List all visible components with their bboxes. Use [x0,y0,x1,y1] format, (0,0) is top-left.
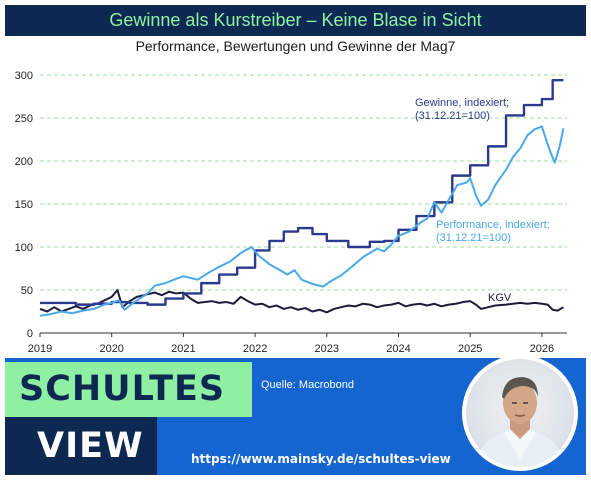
person-photo-icon [474,377,566,467]
series-label: (31.12.21=100) [436,232,511,244]
series-label: KGV [488,292,512,304]
series-line-performance [39,125,565,317]
series-label: (31.12.21=100) [415,110,490,122]
source-note: Quelle: Macrobond [261,379,354,391]
series-label: Gewinne, indexiert; [415,97,509,109]
y-tick-label: 150 [15,199,33,211]
chart-title: Performance, Bewertungen und Gewinne der… [135,38,456,54]
x-tick-label: 2022 [243,343,267,355]
y-tick-label: 50 [21,285,33,297]
x-tick-label: 2019 [28,343,52,355]
x-tick-label: 2023 [315,343,339,355]
brand-logo-bottom: VIEW [5,417,157,475]
x-tick-label: 2021 [171,343,195,355]
x-tick-label: 2020 [99,343,123,355]
author-portrait [462,355,578,471]
series-line-kgv [39,289,564,314]
y-tick-label: 200 [15,156,33,168]
y-tick-label: 300 [15,70,33,82]
x-tick-label: 2026 [530,343,554,355]
y-tick-label: 250 [15,113,33,125]
x-tick-label: 2025 [458,343,482,355]
line-chart: 0 50 100 150 200 250 300 2019 2020 2021 2022 2023 20… [15,70,567,355]
y-tick-label: 100 [15,242,33,254]
page-title: Gewinne als Kurstreiber – Keine Blase in… [5,5,586,36]
series-label: Performance, indexiert; [436,219,550,231]
website-link[interactable]: https://www.mainsky.de/schultes-view [191,452,451,466]
brand-logo-top: SCHULTES [5,362,252,417]
x-tick-label: 2024 [386,343,410,355]
series-line-gewinne [40,78,564,306]
y-tick-label: 0 [27,328,33,340]
